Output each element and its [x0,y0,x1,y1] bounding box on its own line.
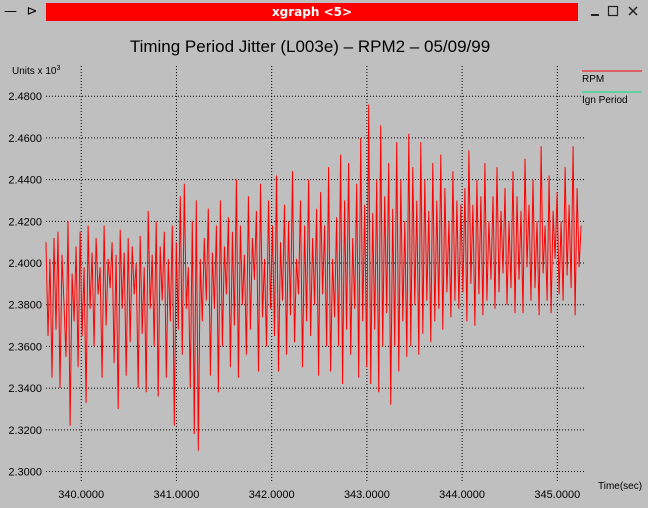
y-tick-labels: 2.3000 2.3200 2.3400 2.3600 2.3800 2.4000 2.42… [8,91,42,478]
grid [46,66,584,483]
x-tick-label: 343.0000 [344,489,390,501]
y-tick-label: 2.4200 [8,216,42,228]
y-tick-label: 2.4000 [8,258,42,270]
legend-label: Ign Period [582,95,628,106]
window-title: xgraph <5> [46,3,578,21]
y-tick-label: 2.3000 [8,467,42,479]
x-axis-label: Time(sec) [598,481,642,492]
y-tick-label: 2.3800 [8,300,42,312]
window-titlebar: — ⊳ xgraph <5> [0,0,648,26]
x-tick-label: 340.0000 [58,489,104,501]
y-axis-label: Units x 103 [12,65,60,77]
y-axis-label-text: Units x 10 [12,66,57,77]
svg-text:Units x 103: Units x 103 [12,65,60,77]
chart: Timing Period Jitter (L003e) – RPM2 – 05… [8,37,642,501]
series-line-rpm [45,104,582,451]
y-tick-label: 2.4600 [8,133,42,145]
pin-icon[interactable]: ⊳ [26,4,38,19]
y-tick-label: 2.4800 [8,91,42,103]
y-tick-label: 2.3600 [8,341,42,353]
minus-icon[interactable]: — [4,4,17,19]
x-tick-label: 344.0000 [439,489,485,501]
chart-title: Timing Period Jitter (L003e) – RPM2 – 05… [130,37,490,56]
x-tick-label: 342.0000 [249,489,295,501]
maximize-icon[interactable] [606,4,620,18]
legend-label: RPM [582,74,604,85]
legend: RPM Ign Period [582,70,642,106]
plot-series [45,104,582,451]
y-axis-label-exponent: 3 [56,65,60,72]
y-tick-label: 2.3400 [8,383,42,395]
y-tick-label: 2.4400 [8,175,42,187]
y-tick-label: 2.3200 [8,425,42,437]
x-tick-label: 345.0000 [534,489,580,501]
close-icon[interactable] [626,4,640,18]
x-tick-label: 341.0000 [154,489,200,501]
x-tick-labels: 340.0000 341.0000 342.0000 343.0000 344.0000… [58,489,580,501]
minimize-icon[interactable] [588,4,602,18]
